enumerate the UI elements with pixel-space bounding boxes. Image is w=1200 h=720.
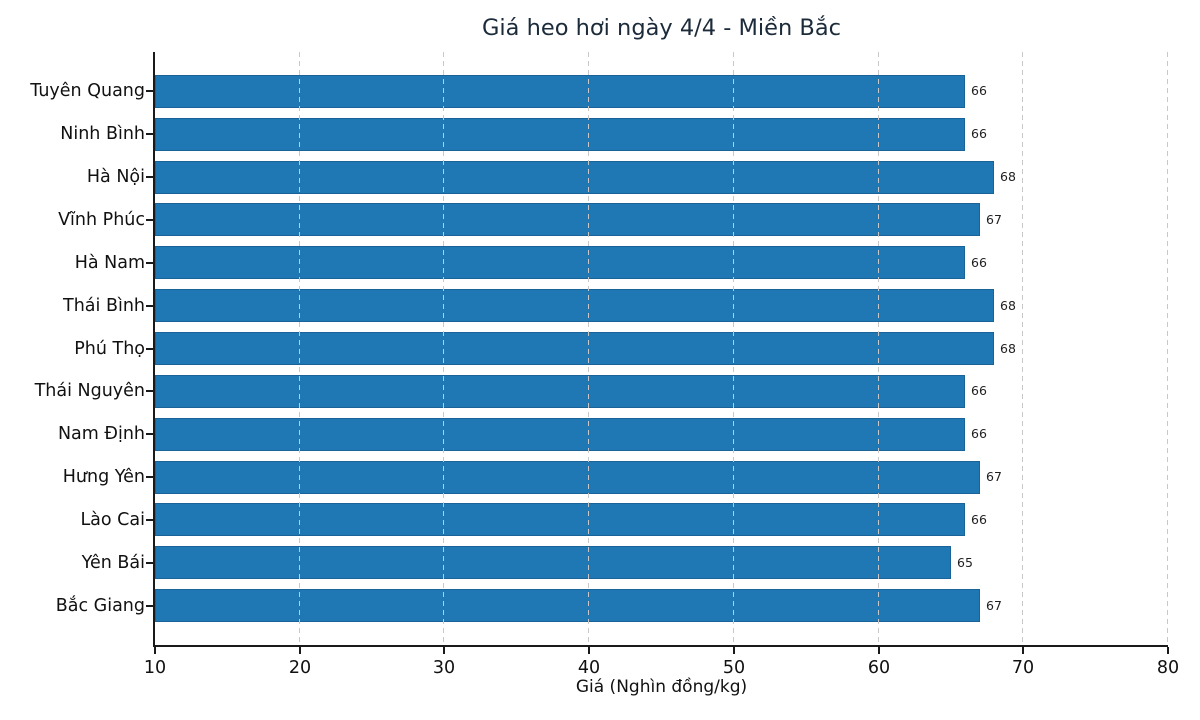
bar [155,332,994,365]
bar [155,375,965,408]
bar-value-label: 66 [971,83,987,98]
x-tick-label: 30 [432,658,456,678]
x-axis-label: Giá (Nghìn đồng/kg) [575,677,748,697]
x-tick-mark [154,647,156,654]
y-tick-label: Nam Định [57,424,145,444]
y-tick-mark [146,176,153,178]
bar-value-label: 66 [971,383,987,398]
y-tick-mark [146,219,153,221]
y-tick-label: Phú Thọ [74,339,145,359]
x-tick-label: 70 [1011,658,1035,678]
bar-value-label: 68 [1000,169,1016,184]
bar [155,503,965,536]
y-axis-line [153,52,155,647]
bar-value-label: 66 [971,512,987,527]
x-tick-mark [733,647,735,654]
gridline [733,52,734,645]
x-tick-mark [1167,647,1169,654]
bar [155,418,965,451]
y-tick-mark [146,390,153,392]
x-tick-label: 60 [867,658,891,678]
bar-value-label: 67 [986,212,1002,227]
x-tick-mark [1022,647,1024,654]
bar [155,461,980,494]
bar [155,589,980,622]
y-tick-label: Hà Nam [74,253,145,273]
bar [155,118,965,151]
y-tick-label: Hà Nội [86,167,145,187]
y-tick-label: Tuyên Quang [30,81,145,101]
bar-value-label: 66 [971,426,987,441]
bar-value-label: 67 [986,598,1002,613]
bar [155,75,965,108]
y-tick-mark [146,476,153,478]
x-tick-label: 20 [288,658,312,678]
y-tick-label: Vĩnh Phúc [58,210,145,230]
x-tick-label: 50 [722,658,746,678]
bar-value-label: 67 [986,469,1002,484]
x-tick-mark [588,647,590,654]
y-tick-label: Thái Bình [63,296,145,316]
gridline [299,52,300,645]
y-tick-mark [146,605,153,607]
bar [155,289,994,322]
y-tick-label: Ninh Bình [60,124,145,144]
gridline [443,52,444,645]
gridline [588,52,589,645]
chart-title: Giá heo hơi ngày 4/4 - Miền Bắc [481,15,842,41]
gridline [1022,52,1023,645]
x-tick-label: 40 [577,658,601,678]
bar-value-label: 68 [1000,298,1016,313]
y-tick-mark [146,262,153,264]
bar [155,246,965,279]
x-tick-mark [299,647,301,654]
y-tick-label: Lào Cai [80,510,145,530]
gridline [1167,52,1168,645]
y-tick-label: Bắc Giang [55,596,145,616]
y-tick-mark [146,90,153,92]
bar-value-label: 66 [971,255,987,270]
bar [155,203,980,236]
y-tick-mark [146,519,153,521]
x-tick-label: 80 [1156,658,1180,678]
y-tick-mark [146,348,153,350]
gridline [878,52,879,645]
bar-value-label: 68 [1000,341,1016,356]
y-tick-mark [146,133,153,135]
bar [155,161,994,194]
bar [155,546,951,579]
x-tick-mark [443,647,445,654]
y-tick-mark [146,305,153,307]
bar-value-label: 65 [957,555,973,570]
y-tick-label: Thái Nguyên [34,381,145,401]
x-tick-mark [878,647,880,654]
y-tick-label: Hưng Yên [62,467,145,487]
y-tick-mark [146,562,153,564]
y-tick-mark [146,433,153,435]
y-tick-label: Yên Bái [81,553,145,573]
x-axis-line [153,645,1168,647]
x-tick-label: 10 [143,658,167,678]
bar-value-label: 66 [971,126,987,141]
